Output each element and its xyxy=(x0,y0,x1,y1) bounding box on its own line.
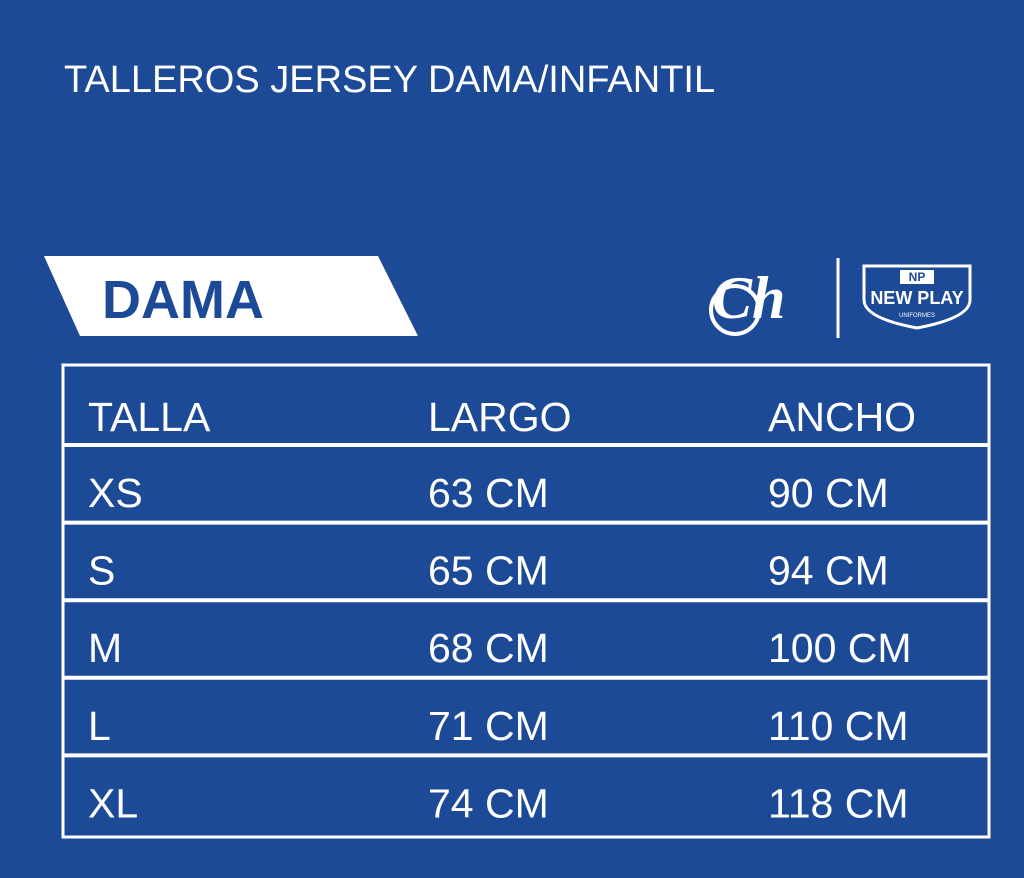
np-text: NP xyxy=(909,270,926,284)
cell: 65 CM xyxy=(428,548,549,594)
cell: S xyxy=(88,548,115,594)
shield xyxy=(862,264,972,330)
cell: 74 CM xyxy=(428,780,549,826)
section-label: DAMA xyxy=(102,270,264,330)
cell: 63 CM xyxy=(428,470,549,516)
header-cell: TALLA xyxy=(88,394,211,440)
cell: XS xyxy=(88,470,143,516)
table: TALLA LARGO ANCHO XS 63 CM 90 CM S 65 CM 94 CM M 6… xyxy=(63,394,989,826)
brand-text: NEW PLAY xyxy=(870,288,963,308)
newplay-logo: NP NEW PLAY UNIFORMES xyxy=(862,264,972,330)
cell: 71 CM xyxy=(428,703,549,749)
cell: 118 CM xyxy=(768,780,909,826)
cell: XL xyxy=(88,780,138,826)
cell: M xyxy=(88,625,122,671)
np-badge xyxy=(900,270,934,284)
ball-icon xyxy=(709,284,761,336)
header-cell: LARGO xyxy=(428,394,572,440)
cell: 110 CM xyxy=(768,703,909,749)
cell: 94 CM xyxy=(768,548,889,594)
cell: 68 CM xyxy=(428,625,549,671)
section-tab xyxy=(44,256,418,336)
ch-logo: Ch xyxy=(709,265,785,336)
cell: 90 CM xyxy=(768,470,889,516)
title: TALLEROS JERSEY DAMA/INFANTIL xyxy=(64,59,715,101)
cell: L xyxy=(88,703,111,749)
header-cell: ANCHO xyxy=(768,394,916,440)
tagline-text: UNIFORMES xyxy=(899,313,935,319)
ch-text: Ch xyxy=(712,265,785,331)
cell: 100 CM xyxy=(768,625,912,671)
